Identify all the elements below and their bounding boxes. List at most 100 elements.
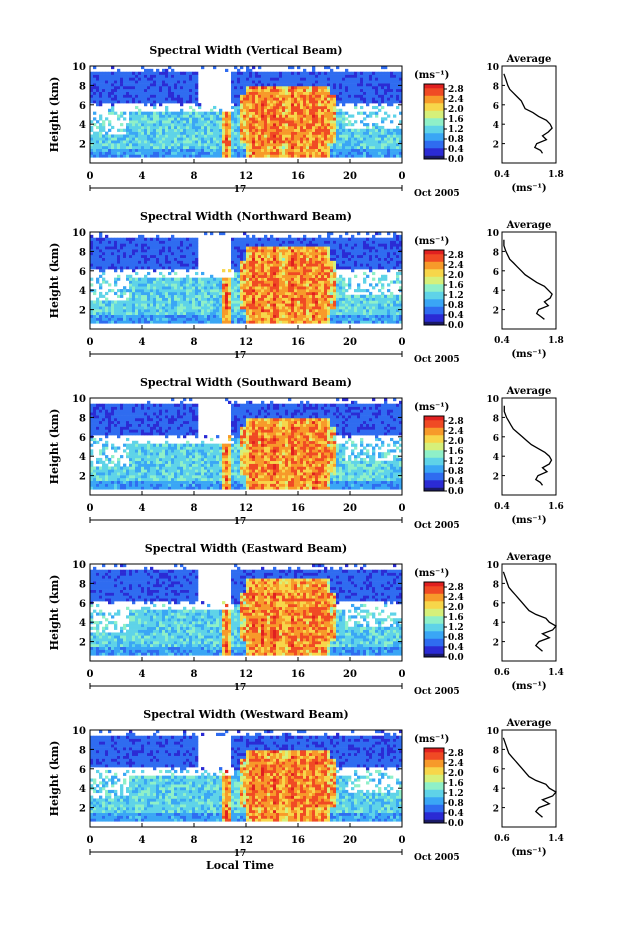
heatmap-cell — [258, 311, 262, 316]
heatmap-cell — [195, 88, 199, 92]
heatmap-cell — [303, 271, 307, 276]
heatmap-cell — [393, 80, 397, 84]
heatmap-cell — [300, 117, 304, 121]
heatmap-cell — [138, 266, 142, 270]
heatmap-cell — [222, 151, 226, 155]
heatmap-cell — [108, 80, 112, 84]
heatmap-cell — [210, 291, 214, 296]
heatmap-cell — [282, 294, 286, 298]
heatmap-cell — [363, 80, 367, 84]
heatmap-cell — [324, 131, 328, 135]
heatmap-cell — [183, 283, 187, 287]
heatmap-cell — [258, 320, 262, 324]
heatmap-cell — [234, 280, 238, 284]
heatmap-cell — [120, 154, 124, 158]
heatmap-cell — [294, 271, 298, 276]
heatmap-cell — [306, 309, 310, 313]
heatmap-cell — [333, 71, 337, 75]
heatmap-cell — [306, 140, 310, 144]
heatmap-cell — [363, 154, 367, 158]
heatmap-cell — [213, 280, 217, 284]
heatmap-cell — [321, 311, 325, 316]
heatmap-cell — [273, 263, 277, 267]
heatmap-cell — [105, 100, 109, 104]
heatmap-cell — [264, 143, 268, 147]
heatmap-cell — [279, 246, 283, 250]
heatmap-cell — [333, 77, 337, 81]
heatmap-cell — [273, 71, 277, 75]
heatmap-cell — [156, 74, 160, 78]
heatmap-cell — [252, 140, 256, 144]
heatmap-cell — [165, 237, 169, 241]
heatmap-cell — [342, 88, 346, 92]
heatmap-cell — [183, 317, 187, 321]
heatmap-cell — [297, 114, 301, 118]
heatmap-cell — [207, 137, 211, 141]
heatmap-cell — [150, 260, 154, 264]
heatmap-cell — [162, 306, 166, 310]
heatmap-cell — [339, 85, 343, 90]
heatmap-cell — [294, 103, 298, 107]
heatmap-cell — [111, 251, 115, 256]
heatmap-cell — [309, 257, 313, 261]
heatmap-cell — [135, 257, 139, 261]
heatmap-cell — [246, 103, 250, 107]
heatmap-cell — [174, 280, 178, 284]
heatmap-cell — [225, 111, 229, 115]
heatmap-cell — [393, 151, 397, 155]
heatmap-cell — [132, 151, 136, 155]
heatmap-cell — [156, 100, 160, 104]
heatmap-cell — [264, 131, 268, 135]
heatmap-cell — [255, 143, 259, 147]
heatmap-cell — [270, 311, 274, 316]
heatmap-cell — [165, 91, 169, 95]
heatmap-cell — [246, 286, 250, 290]
heatmap-cell — [231, 283, 235, 287]
heatmap-cell — [297, 91, 301, 95]
heatmap-cell — [258, 97, 262, 101]
heatmap-cell — [108, 151, 112, 155]
heatmap-cell — [174, 131, 178, 135]
heatmap-cell — [327, 111, 331, 115]
heatmap-cell — [300, 257, 304, 261]
heatmap-cell — [315, 277, 319, 281]
heatmap-cell — [375, 80, 379, 84]
heatmap-cell — [249, 111, 253, 115]
heatmap-cell — [348, 80, 352, 84]
heatmap-cell — [318, 94, 322, 98]
heatmap-cell — [186, 277, 190, 281]
heatmap-cell — [273, 105, 277, 110]
heatmap-cell — [372, 143, 376, 147]
heatmap-cell — [231, 74, 235, 78]
heatmap-cell — [201, 143, 205, 147]
heatmap-cell — [261, 254, 265, 258]
heatmap-cell — [144, 131, 148, 135]
heatmap-cell — [231, 243, 235, 247]
heatmap-cell — [108, 263, 112, 267]
heatmap-cell — [381, 125, 385, 130]
heatmap-cell — [249, 120, 253, 124]
heatmap-cell — [138, 249, 142, 253]
heatmap-cell — [135, 280, 139, 284]
heatmap-cell — [147, 320, 151, 324]
heatmap-cell — [285, 237, 289, 241]
heatmap-cell — [297, 111, 301, 115]
heatmap-cell — [267, 249, 271, 253]
heatmap-cell — [342, 131, 346, 135]
heatmap-cell — [348, 123, 352, 127]
heatmap-cell — [339, 71, 343, 75]
heatmap-cell — [108, 108, 112, 112]
heatmap-cell — [261, 114, 265, 118]
heatmap-cell — [306, 311, 310, 316]
heatmap-cell — [279, 311, 283, 316]
heatmap-cell — [96, 103, 100, 107]
heatmap-cell — [390, 91, 394, 95]
heatmap-cell — [210, 280, 214, 284]
heatmap-cell — [219, 154, 223, 158]
heatmap-cell — [192, 300, 196, 304]
heatmap-cell — [138, 97, 142, 101]
heatmap-cell — [291, 137, 295, 141]
heatmap-cell — [141, 88, 145, 92]
heatmap-cell — [258, 123, 262, 127]
heatmap-cell — [129, 97, 133, 101]
